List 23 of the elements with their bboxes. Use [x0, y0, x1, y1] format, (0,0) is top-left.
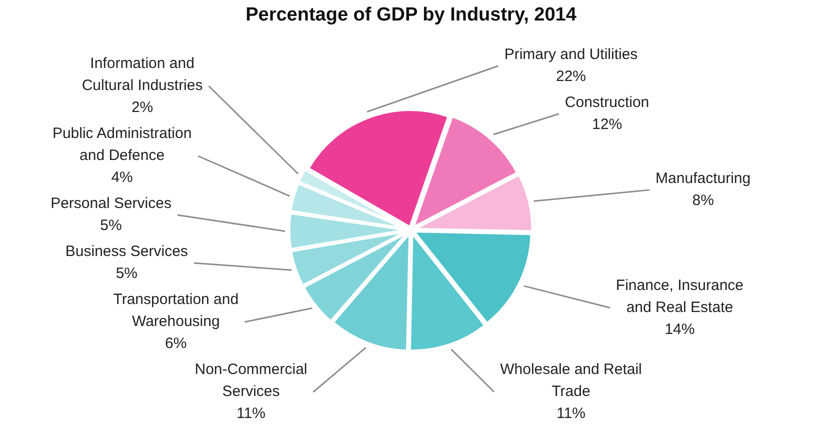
data-label: 22% — [556, 68, 586, 86]
slice-label: Personal Services — [50, 195, 172, 212]
data-label: 11% — [236, 405, 266, 422]
data-label: 5% — [100, 217, 122, 234]
slice-label: Information and Cultural Industries — [82, 55, 203, 94]
data-label: 4% — [111, 169, 133, 186]
data-label: 5% — [116, 265, 138, 282]
data-label: 6% — [165, 335, 187, 352]
slice-label: Manufacturing — [656, 170, 751, 188]
slice-label: Non-Commercial Services — [194, 361, 308, 400]
slice-label: Construction — [564, 94, 650, 112]
data-label: 14% — [664, 320, 695, 338]
slice-label: Primary and Utilities — [504, 46, 638, 64]
slice-label: Finance, Insurance and Real Estate — [616, 276, 744, 316]
data-label: 11% — [556, 405, 586, 422]
chart-title: Percentage of GDP by Industry, 2014 — [246, 4, 577, 26]
data-label: 12% — [592, 116, 622, 134]
slice-label: Public Administration and Defence — [52, 125, 192, 164]
slice-label: Wholesale and Retail Trade — [500, 361, 642, 400]
slice-label: Transportation and Warehousing — [113, 291, 239, 330]
data-label: 2% — [131, 99, 154, 116]
slice-label: Business Services — [65, 243, 188, 260]
data-label: 8% — [692, 192, 714, 210]
